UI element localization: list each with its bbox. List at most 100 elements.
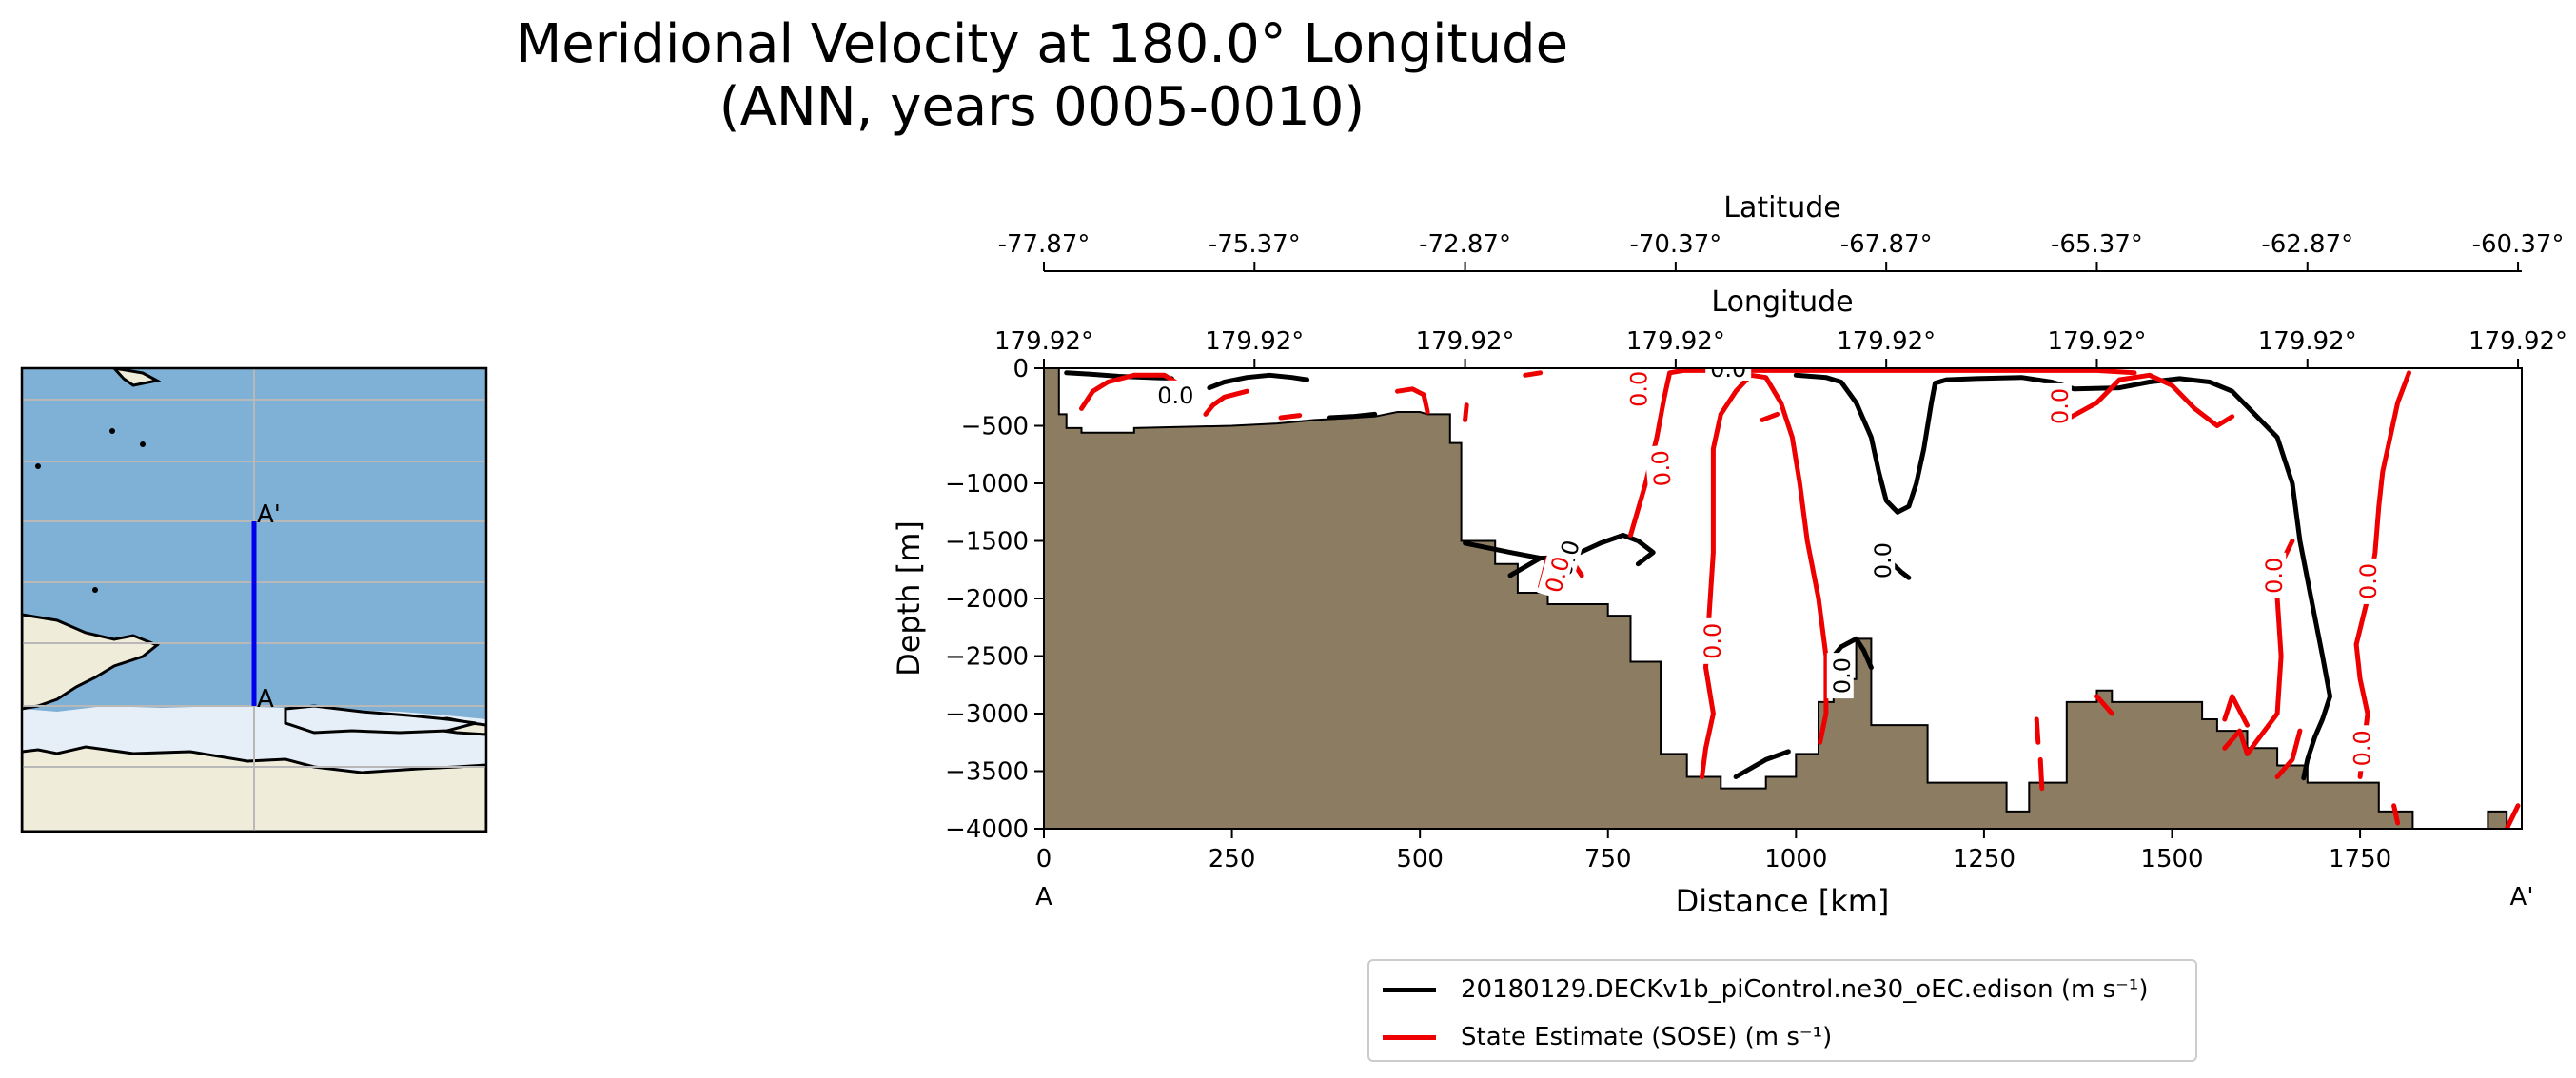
chart-title-line-2: (ANN, years 0005-0010) — [718, 76, 1366, 138]
map-frame — [20, 366, 488, 833]
y-tick-label-1: −500 — [961, 413, 1029, 441]
map-land-peninsula — [22, 613, 160, 711]
contour-label-text-5: 0.0 — [1625, 371, 1652, 407]
lon-tick-label-3: 179.92° — [1626, 327, 1725, 356]
contour-line-s0-7 — [1463, 533, 1656, 567]
legend-item-model: 20180129.DECKv1b_piControl.ne30_oEC.edis… — [1369, 966, 2148, 1013]
contour-label-bg-8 — [1697, 617, 1724, 664]
endpoint-label-end: A' — [2510, 883, 2534, 911]
contour-line-s0-8 — [1507, 556, 1544, 578]
x-tick-label-7: 1750 — [2329, 845, 2391, 873]
lon-tick-label-1: 179.92° — [1205, 327, 1304, 356]
contour-line-s0-1 — [1207, 372, 1310, 391]
map-island-dot-3 — [92, 587, 98, 593]
lat-tick-label-7: -60.37° — [2472, 230, 2565, 259]
lon-axis-label: Longitude — [1711, 285, 1853, 319]
lat-tick-label-1: -75.37° — [1209, 230, 1301, 259]
contour-line-s0-0 — [1064, 370, 1174, 382]
contour-label-text-4: 0.0 — [1829, 657, 1856, 694]
x-tick-label-2: 500 — [1396, 845, 1444, 873]
contour-line-s1-12 — [2037, 756, 2045, 792]
contour-label-text-9: 0.0 — [2047, 388, 2074, 424]
lon-tick-label-7: 179.92° — [2468, 327, 2567, 356]
contour-line-s1-19 — [2504, 803, 2521, 829]
contour-label-bg-12 — [2347, 725, 2374, 772]
contour-label-bg-7 — [1537, 548, 1575, 600]
y-tick-label-2: −1000 — [945, 470, 1029, 499]
x-tick-label-1: 250 — [1209, 845, 1256, 873]
contour-line-s1-13 — [2094, 694, 2114, 716]
contour-label-12: 0.0 — [2347, 725, 2376, 772]
contour-line-s1-0 — [1079, 372, 1178, 411]
contour-line-s1-3 — [1395, 386, 1430, 415]
y-tick-label-6: −3000 — [945, 700, 1029, 729]
contour-line-s1-16 — [2274, 728, 2303, 779]
inset-map: A A' — [20, 366, 488, 833]
y-axis-label: Depth [m] — [891, 520, 927, 676]
contour-label-bg-2 — [1868, 538, 1896, 584]
contour-label-bg-6 — [1644, 444, 1676, 493]
x-tick-label-5: 1250 — [1953, 845, 2016, 873]
lat-tick-label-5: -65.37° — [2051, 230, 2143, 259]
contour-label-bg-4 — [1826, 653, 1854, 699]
contour-line-s0-2 — [1327, 411, 1378, 421]
y-tick-label-7: −3500 — [945, 758, 1029, 787]
contour-label-bg-11 — [2353, 558, 2380, 604]
bathymetry-fill — [1044, 368, 2414, 829]
y-tick-label-0: 0 — [1013, 355, 1029, 383]
endpoint-label-start: A — [1035, 883, 1052, 911]
lon-tick-label-4: 179.92° — [1837, 327, 1936, 356]
lat-axis-label: Latitude — [1723, 191, 1840, 225]
contour-label-10: 0.0 — [2259, 552, 2288, 598]
legend-item-sose: State Estimate (SOSE) (m s⁻¹) — [1369, 1013, 1832, 1061]
contour-label-bg-0 — [1152, 380, 1199, 407]
contour-label-text-0: 0.0 — [1157, 382, 1193, 409]
contour-label-1: 0.0 — [1705, 356, 1752, 382]
map-island-dot-2 — [140, 441, 146, 447]
legend-label-sose: State Estimate (SOSE) (m s⁻¹) — [1461, 1023, 1833, 1051]
contour-line-s1-9 — [1760, 411, 1780, 422]
contour-line-s1-18 — [2391, 803, 2401, 826]
bathymetry-patch-0 — [2487, 810, 2508, 829]
contour-label-bg-10 — [2259, 552, 2287, 598]
contour-label-bg-5 — [1623, 368, 1651, 412]
y-tick-label-8: −4000 — [945, 815, 1029, 844]
lat-tick-label-3: -70.37° — [1629, 230, 1721, 259]
lon-tick-label-2: 179.92° — [1416, 327, 1515, 356]
contour-label-5: 0.0 — [1623, 368, 1652, 412]
x-tick-label-0: 0 — [1036, 845, 1052, 873]
contour-line-s1-15 — [2222, 694, 2250, 728]
legend-swatch-model — [1383, 987, 1436, 992]
legend-swatch-sose — [1383, 1034, 1436, 1040]
y-tick-label-4: −2000 — [945, 585, 1029, 614]
map-island-dot-1 — [109, 428, 115, 434]
map-land-north — [111, 368, 162, 387]
contour-line-s1-4 — [1463, 402, 1469, 422]
contour-line-s1-5 — [1523, 370, 1544, 378]
lon-tick-label-0: 179.92° — [994, 327, 1093, 356]
map-label-end: A' — [257, 500, 281, 529]
x-tick-label-3: 750 — [1584, 845, 1632, 873]
chart-title-line-1: Meridional Velocity at 180.0° Longitude — [515, 13, 1569, 75]
lat-tick-label-4: -67.87° — [1840, 230, 1933, 259]
contour-label-text-10: 0.0 — [2261, 558, 2288, 594]
contour-label-text-6: 0.0 — [1646, 449, 1676, 487]
contour-label-text-12: 0.0 — [2350, 730, 2376, 766]
x-tick-label-6: 1500 — [2140, 845, 2203, 873]
contour-label-6: 0.0 — [1644, 444, 1677, 493]
contour-label-0: 0.0 — [1152, 380, 1199, 409]
contour-label-bg-9 — [2044, 382, 2072, 429]
contour-label-text-2: 0.0 — [1870, 542, 1897, 578]
contour-label-9: 0.0 — [2044, 382, 2074, 429]
map-ice-coast — [284, 704, 477, 735]
legend-label-model: 20180129.DECKv1b_piControl.ne30_oEC.edis… — [1461, 975, 2149, 1004]
contour-label-text-1: 0.0 — [1710, 356, 1746, 382]
x-axis-label: Distance [km] — [1676, 883, 1890, 919]
contour-line-s1-2 — [1278, 413, 1303, 421]
contour-label-2: 0.0 — [1868, 538, 1897, 584]
contour-label-8: 0.0 — [1697, 617, 1726, 664]
map-label-start: A — [257, 685, 274, 714]
lat-tick-label-0: -77.87° — [998, 230, 1091, 259]
y-tick-label-5: −2500 — [945, 643, 1029, 672]
